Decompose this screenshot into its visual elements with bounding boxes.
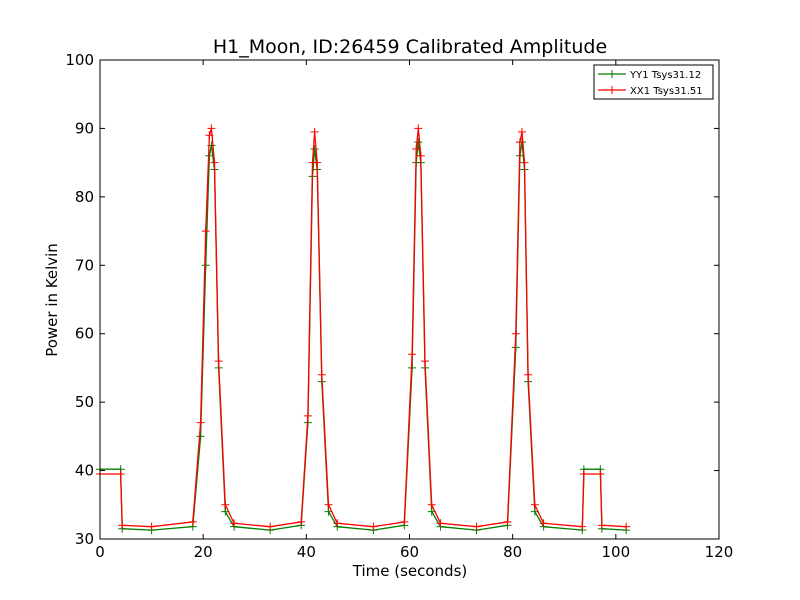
legend-box [593,64,714,100]
data-point [297,517,306,526]
data-point [520,158,529,167]
data-point [207,124,216,133]
data-point [221,500,230,509]
y-tick-label: 60 [75,325,94,343]
x-tick-label: 120 [705,543,734,561]
data-point [230,519,239,528]
data-point [313,158,322,167]
data-point [210,158,219,167]
data-point [310,144,319,153]
data-point [118,521,127,530]
data-point [414,138,423,147]
data-point [310,127,319,136]
data-point [596,469,605,478]
x-axis-label: Time (seconds) [352,562,468,580]
y-axis-label: Power in Kelvin [43,243,61,357]
data-point [472,522,481,531]
axis-ticks: 0 20 40 60 80 100 120 30 40 50 60 70 80 90 100 [65,51,733,561]
legend-label-yy1: YY1 Tsys31.12 [629,70,701,81]
y-tick-label: 30 [75,530,94,548]
data-point [597,521,606,530]
data-point [400,517,409,526]
data-point [201,227,210,236]
data-point [214,357,223,366]
data-point [530,500,539,509]
data-point [503,517,512,526]
data-point [303,411,312,420]
data-point [427,500,436,509]
data-point [622,522,631,531]
data-point [324,500,333,509]
series-1 [96,124,631,531]
data-point [116,469,125,478]
data-point [412,144,421,153]
y-tick-label: 80 [75,188,94,206]
data-point [196,432,205,441]
y-tick-label: 40 [75,462,94,480]
data-point [517,127,526,136]
data-point [511,329,520,338]
data-point [416,151,425,160]
legend-marker-yy1 [608,70,616,78]
legend: YY1 Tsys31.12 XX1 Tsys31.51 [593,64,714,100]
y-tick-label: 50 [75,393,94,411]
y-tick-label: 100 [65,51,94,69]
x-tick-label: 40 [297,543,316,561]
data-point [578,522,587,531]
x-tick-label: 100 [602,543,631,561]
data-point [524,370,533,379]
data-point [436,519,445,528]
data-point [333,519,342,528]
data-point [205,131,214,140]
plot-series [96,124,631,535]
data-point [317,370,326,379]
x-tick-label: 0 [95,543,105,561]
data-point [408,350,417,359]
data-point [147,522,156,531]
data-point [420,357,429,366]
data-point [539,519,548,528]
x-tick-label: 60 [400,543,419,561]
data-point [515,138,524,147]
data-point [188,517,197,526]
data-point [196,418,205,427]
x-tick-label: 80 [503,543,522,561]
y-tick-label: 70 [75,256,94,274]
x-tick-label: 20 [194,543,213,561]
data-point [579,469,588,478]
legend-marker-xx1 [608,86,616,94]
data-point [369,522,378,531]
legend-label-xx1: XX1 Tsys31.51 [630,86,703,97]
data-point [201,261,210,270]
data-point [266,522,275,531]
y-tick-label: 90 [75,119,94,137]
data-point [414,124,423,133]
chart-title: H1_Moon, ID:26459 Calibrated Amplitude [213,36,607,58]
